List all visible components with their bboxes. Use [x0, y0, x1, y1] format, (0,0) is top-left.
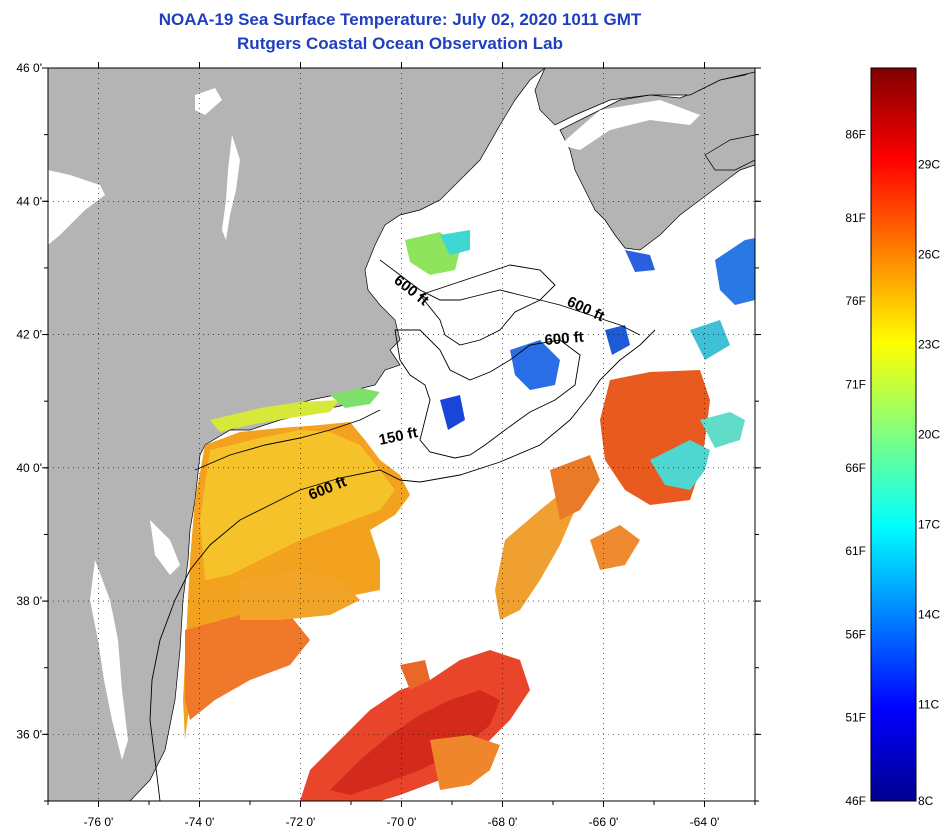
- contour-coastal-ny: [194, 409, 381, 471]
- sst-delmarva-shelf: [240, 570, 360, 620]
- lon-tick-label: -70 0': [387, 815, 417, 829]
- lake-small: [195, 88, 222, 115]
- sst-gs-cyan2: [700, 412, 745, 448]
- land-cape-breton: [704, 134, 755, 171]
- sst-isolated1: [400, 660, 430, 690]
- lat-tick-label: 42 0': [16, 328, 42, 342]
- chesapeake-bay: [90, 560, 128, 760]
- colorbar-label-f: 61F: [845, 544, 866, 558]
- contour-600-shelf: [149, 329, 656, 801]
- colorbar-label-f: 81F: [845, 211, 866, 225]
- map-grid: [48, 68, 755, 801]
- sst-georges-blue: [510, 340, 560, 390]
- land-new-brunswick: [534, 68, 755, 126]
- sst-mid-atlantic: [185, 615, 310, 720]
- colorbar-label-c: 17C: [918, 517, 940, 531]
- sst-slope-band2: [550, 455, 600, 520]
- colorbar-label-c: 11C: [918, 697, 939, 711]
- gulf-st-lawrence: [560, 100, 700, 150]
- sst-gulf-maine-cyan: [440, 230, 470, 255]
- lat-tick-label: 36 0': [16, 727, 42, 741]
- sst-bof-blue: [605, 325, 630, 355]
- sst-ri-coast: [330, 388, 380, 408]
- colorbar-label-f: 56F: [845, 627, 866, 641]
- lat-tick-label: 44 0': [16, 194, 42, 208]
- colorbar-label-f: 66F: [845, 461, 866, 475]
- colorbar-label-c: 20C: [918, 428, 940, 442]
- sst-georges-blue2: [440, 395, 465, 430]
- lake-ontario-edge: [48, 170, 105, 245]
- sst-ns-blue2: [625, 250, 655, 272]
- lon-tick-label: -66 0': [589, 815, 619, 829]
- colorbar: [870, 67, 917, 802]
- lat-tick-label: 46 0': [16, 61, 42, 75]
- contour-gulf-maine-inner: [419, 264, 556, 346]
- delaware-bay: [150, 520, 180, 575]
- colorbar-label-c: 26C: [918, 248, 940, 262]
- colorbar-label-c: 8C: [918, 794, 934, 808]
- contour-600-gulf-maine: [379, 259, 641, 336]
- lat-tick-label: 38 0': [16, 594, 42, 608]
- lon-tick-label: -72 0': [286, 815, 316, 829]
- colorbar-label-f: 76F: [845, 294, 866, 308]
- colorbar-label-f: 51F: [845, 711, 866, 725]
- colorbar-label-f: 46F: [845, 794, 866, 808]
- sst-gs-cyan: [650, 440, 710, 490]
- lake-champlain: [222, 135, 240, 240]
- sst-slope-band1: [495, 490, 575, 620]
- sst-data: [183, 230, 755, 801]
- colorbar-label-c: 29C: [918, 158, 940, 172]
- lon-tick-label: -68 0': [488, 815, 518, 829]
- colorbar-label-f: 71F: [845, 378, 866, 392]
- colorbar-label-c: 14C: [918, 607, 940, 621]
- bathymetry-contours: [149, 259, 656, 801]
- chart-subtitle: Rutgers Coastal Ocean Observation Lab: [237, 34, 563, 53]
- colorbar-labels: 86F 81F 76F 71F 66F 61F 56F 51F 46F 29C 26C 23C 20C 1…: [845, 128, 940, 808]
- colorbar-label-c: 23C: [918, 338, 940, 352]
- sst-ny-bight-warm: [200, 430, 395, 580]
- lon-tick-label: -74 0': [185, 815, 215, 829]
- map-axes: -76 0' -74 0' -72 0' -70 0' -68 0' -66 0' -64 …: [16, 61, 761, 829]
- sst-south-orange: [430, 735, 500, 790]
- land-us-east: [48, 68, 546, 801]
- contour-label-600-georges: 600 ft: [544, 329, 585, 349]
- colorbar-label-f: 86F: [845, 128, 866, 142]
- sst-long-island-sound: [210, 400, 340, 432]
- sst-south-warm-inner: [330, 690, 500, 795]
- lon-tick-label: -76 0': [84, 815, 114, 829]
- lat-tick-label: 40 0': [16, 461, 42, 475]
- contour-150-georges: [394, 329, 581, 459]
- chart-title: NOAA-19 Sea Surface Temperature: July 02…: [158, 10, 642, 29]
- sst-ns-teal: [690, 320, 730, 360]
- inland-water: [48, 88, 700, 760]
- sst-slope-band3: [590, 525, 640, 570]
- sst-ns-blue: [715, 238, 755, 305]
- lon-tick-label: -64 0': [690, 815, 720, 829]
